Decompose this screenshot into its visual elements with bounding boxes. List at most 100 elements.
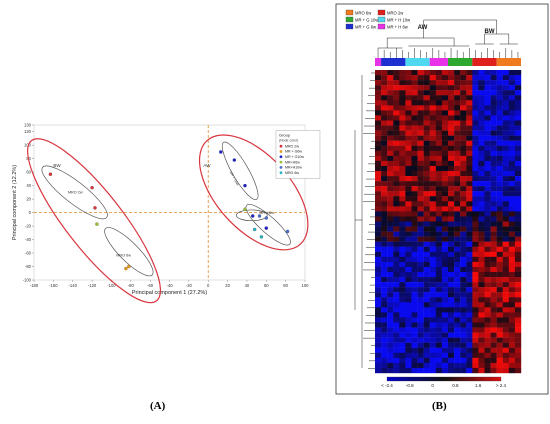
heatmap-cell bbox=[484, 367, 491, 374]
heatmap-cell bbox=[502, 297, 510, 303]
heatmap-cell bbox=[448, 327, 455, 333]
heatmap-cell bbox=[478, 110, 485, 116]
heatmap-cell bbox=[417, 125, 424, 131]
heatmap-cell bbox=[502, 282, 510, 288]
heatmap-cell bbox=[484, 150, 491, 157]
heatmap-cell bbox=[405, 160, 412, 167]
heatmap-cell bbox=[460, 80, 467, 86]
legend-entry: MR + G6w bbox=[285, 150, 302, 154]
heatmap-cell bbox=[381, 191, 388, 197]
heatmap-cell bbox=[393, 135, 400, 141]
heatmap-cell bbox=[508, 211, 516, 217]
heatmap-cell bbox=[435, 287, 443, 293]
heatmap-cell bbox=[478, 236, 485, 242]
heatmap-cell bbox=[496, 292, 503, 298]
heatmap-cell bbox=[399, 135, 406, 141]
heatmap-cell bbox=[466, 272, 473, 278]
heatmap-cell bbox=[448, 347, 455, 353]
heatmap-cell bbox=[466, 362, 473, 369]
heatmap-cell bbox=[375, 357, 382, 364]
heatmap-cell bbox=[472, 135, 479, 141]
heatmap-cell bbox=[417, 226, 424, 232]
heatmap-cell bbox=[381, 135, 388, 141]
heatmap-cell bbox=[460, 196, 467, 202]
heatmap-cell bbox=[490, 272, 497, 278]
heatmap-cell bbox=[514, 145, 522, 151]
heatmap-cell bbox=[508, 342, 516, 348]
heatmap-cell bbox=[496, 261, 503, 268]
heatmap-cell bbox=[417, 70, 424, 76]
heatmap-cell bbox=[381, 282, 388, 288]
heatmap-cell bbox=[423, 357, 430, 364]
heatmap-cell bbox=[490, 171, 497, 177]
heatmap-cell bbox=[490, 201, 497, 207]
y-tick-label: 60 bbox=[26, 170, 31, 175]
heatmap-cell bbox=[466, 297, 473, 303]
heatmap-cell bbox=[423, 307, 430, 313]
heatmap-cell bbox=[502, 206, 510, 212]
heatmap-cell bbox=[399, 367, 406, 374]
heatmap-cell bbox=[466, 186, 473, 192]
heatmap-cell bbox=[460, 181, 467, 187]
heatmap-cell bbox=[417, 160, 424, 167]
heatmap-cell bbox=[502, 181, 510, 187]
heatmap-cell bbox=[466, 135, 473, 141]
aw-annotation: AW bbox=[203, 163, 211, 168]
heatmap-cell bbox=[429, 362, 437, 369]
heatmap-cell bbox=[393, 272, 400, 278]
heatmap-cell bbox=[429, 125, 437, 131]
heatmap-cell bbox=[478, 160, 485, 167]
heatmap-cell bbox=[411, 221, 418, 227]
heatmap-cell bbox=[484, 145, 491, 151]
data-point bbox=[127, 264, 131, 269]
heatmap-cell bbox=[429, 70, 437, 76]
heatmap-cell bbox=[466, 241, 473, 247]
heatmap-cell bbox=[429, 241, 437, 247]
heatmap-cell bbox=[387, 201, 394, 207]
heatmap-cell bbox=[441, 287, 449, 293]
heatmap-cell bbox=[466, 231, 473, 237]
heatmap-cell bbox=[508, 332, 516, 338]
heatmap-cell bbox=[429, 145, 437, 151]
heatmap-cell bbox=[502, 292, 510, 298]
heatmap-cell bbox=[508, 292, 516, 298]
heatmap-cell bbox=[429, 160, 437, 167]
heatmap-cell bbox=[411, 145, 418, 151]
x-tick-label: 100 bbox=[302, 283, 310, 288]
heatmap-cell bbox=[375, 277, 382, 283]
heatmap-cell bbox=[466, 125, 473, 131]
legend-title: Group bbox=[279, 132, 291, 137]
heatmap-cell bbox=[466, 357, 473, 364]
heatmap-cell bbox=[417, 231, 424, 237]
heatmap-cell bbox=[429, 292, 437, 298]
heatmap-cell bbox=[381, 201, 388, 207]
heatmap-cell bbox=[448, 231, 455, 237]
heatmap-cell bbox=[502, 317, 510, 323]
heatmap-cell bbox=[441, 302, 449, 308]
heatmap-cell bbox=[502, 327, 510, 333]
heatmap-cell bbox=[405, 246, 412, 252]
heatmap-cell bbox=[472, 201, 479, 207]
heatmap-cell bbox=[387, 241, 394, 247]
heatmap-cell bbox=[423, 206, 430, 212]
heatmap-cell bbox=[417, 90, 424, 96]
heatmap-cell bbox=[405, 327, 412, 333]
heatmap-cell bbox=[429, 150, 437, 157]
heatmap-cell bbox=[496, 145, 503, 151]
heatmap-cell bbox=[381, 196, 388, 202]
heatmap-cell bbox=[399, 80, 406, 86]
heatmap-cell bbox=[435, 135, 443, 141]
heatmap-cell bbox=[411, 251, 418, 258]
heatmap-cell bbox=[448, 352, 455, 359]
heatmap-cell bbox=[387, 70, 394, 76]
heatmap-cell bbox=[375, 246, 382, 252]
heatmap-cell bbox=[490, 256, 497, 263]
heatmap-cell bbox=[448, 342, 455, 348]
heatmap-cell bbox=[472, 110, 479, 116]
heatmap-cell bbox=[381, 150, 388, 157]
heatmap-cell bbox=[429, 216, 437, 222]
heatmap-cell bbox=[508, 90, 516, 96]
heatmap-cell bbox=[496, 125, 503, 131]
heatmap-cell bbox=[405, 115, 412, 121]
panel-a-caption: (A) bbox=[150, 400, 166, 412]
